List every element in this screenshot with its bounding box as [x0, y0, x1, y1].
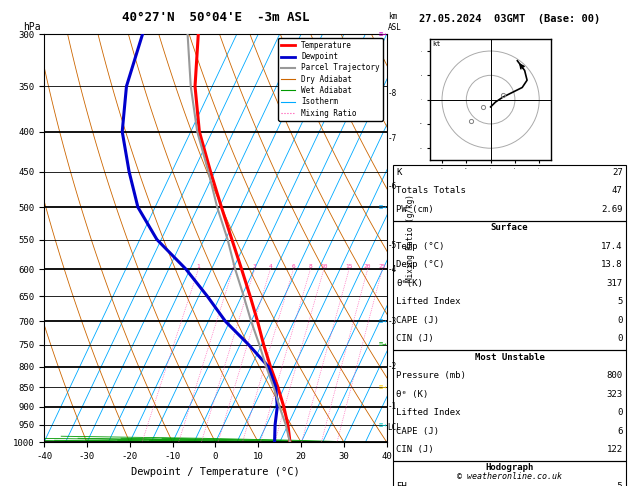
- Text: 20: 20: [364, 264, 372, 269]
- Text: 15: 15: [345, 264, 353, 269]
- Text: K: K: [396, 168, 402, 177]
- Text: 13.8: 13.8: [601, 260, 623, 269]
- Text: hPa: hPa: [23, 21, 41, 32]
- Text: 122: 122: [606, 445, 623, 454]
- Text: PW (cm): PW (cm): [396, 205, 434, 214]
- Text: 27: 27: [612, 168, 623, 177]
- Text: 4: 4: [269, 264, 272, 269]
- Text: Temp (°C): Temp (°C): [396, 242, 445, 251]
- Text: θᵉ (K): θᵉ (K): [396, 390, 428, 399]
- Text: 10: 10: [320, 264, 328, 269]
- Text: ≡→: ≡→: [378, 31, 387, 37]
- Text: Surface: Surface: [491, 224, 528, 232]
- Legend: Temperature, Dewpoint, Parcel Trajectory, Dry Adiabat, Wet Adiabat, Isotherm, Mi: Temperature, Dewpoint, Parcel Trajectory…: [279, 38, 383, 121]
- Text: -3: -3: [388, 317, 398, 326]
- Text: -2: -2: [388, 362, 398, 371]
- Text: 8: 8: [309, 264, 313, 269]
- Text: Most Unstable: Most Unstable: [474, 353, 545, 362]
- Text: -8: -8: [388, 88, 398, 98]
- Text: km
ASL: km ASL: [388, 12, 402, 32]
- Text: Pressure (mb): Pressure (mb): [396, 371, 466, 380]
- Text: -5: -5: [612, 482, 623, 486]
- Text: ≡→: ≡→: [378, 422, 387, 428]
- Text: ≡→: ≡→: [378, 204, 387, 210]
- Text: -6: -6: [388, 182, 398, 191]
- Text: 323: 323: [606, 390, 623, 399]
- Text: CIN (J): CIN (J): [396, 334, 434, 343]
- Text: ≡→: ≡→: [378, 318, 387, 324]
- Text: -1: -1: [388, 402, 398, 411]
- Text: 2: 2: [231, 264, 235, 269]
- Text: Lifted Index: Lifted Index: [396, 297, 461, 306]
- Text: Lifted Index: Lifted Index: [396, 408, 461, 417]
- Text: © weatheronline.co.uk: © weatheronline.co.uk: [457, 472, 562, 481]
- Text: Hodograph: Hodograph: [486, 464, 533, 472]
- Text: 1: 1: [197, 264, 200, 269]
- Text: 17.4: 17.4: [601, 242, 623, 251]
- Text: EH: EH: [396, 482, 407, 486]
- Text: ≡→: ≡→: [378, 342, 387, 347]
- Text: LCL: LCL: [387, 423, 401, 432]
- Text: 6: 6: [617, 427, 623, 435]
- Text: -5: -5: [388, 241, 398, 250]
- Text: CIN (J): CIN (J): [396, 445, 434, 454]
- Text: θᵉ(K): θᵉ(K): [396, 279, 423, 288]
- X-axis label: Dewpoint / Temperature (°C): Dewpoint / Temperature (°C): [131, 467, 300, 477]
- Text: 47: 47: [612, 187, 623, 195]
- Text: -4: -4: [388, 264, 398, 274]
- Text: 25: 25: [379, 264, 386, 269]
- Text: 317: 317: [606, 279, 623, 288]
- Text: 6: 6: [292, 264, 296, 269]
- Text: 40°27'N  50°04'E  -3m ASL: 40°27'N 50°04'E -3m ASL: [121, 11, 309, 24]
- Text: CAPE (J): CAPE (J): [396, 427, 439, 435]
- Text: -7: -7: [388, 134, 398, 143]
- Text: 27.05.2024  03GMT  (Base: 00): 27.05.2024 03GMT (Base: 00): [419, 14, 600, 24]
- Text: Dewp (°C): Dewp (°C): [396, 260, 445, 269]
- Text: 0: 0: [617, 334, 623, 343]
- Text: kt: kt: [432, 41, 441, 47]
- Text: 0: 0: [617, 408, 623, 417]
- Text: 3: 3: [253, 264, 257, 269]
- Text: 2.69: 2.69: [601, 205, 623, 214]
- Text: 5: 5: [617, 297, 623, 306]
- Text: Mixing Ratio (g/kg): Mixing Ratio (g/kg): [406, 194, 415, 282]
- Text: Totals Totals: Totals Totals: [396, 187, 466, 195]
- Text: CAPE (J): CAPE (J): [396, 316, 439, 325]
- Text: 0: 0: [617, 316, 623, 325]
- Text: 800: 800: [606, 371, 623, 380]
- Text: ≡→: ≡→: [378, 384, 387, 390]
